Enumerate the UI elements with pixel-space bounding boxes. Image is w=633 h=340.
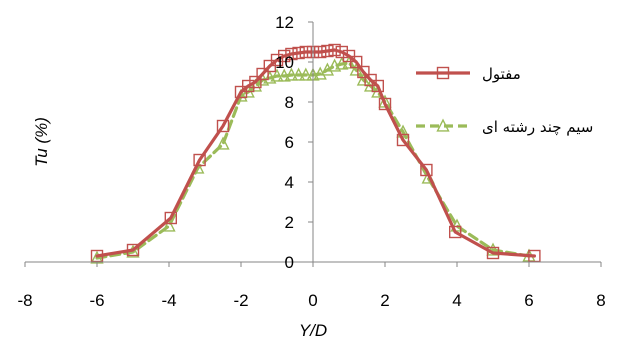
data-point-square xyxy=(420,163,433,177)
y-axis-title: Tu (%) xyxy=(32,117,51,167)
legend-item-2: سیم چند رشته ای xyxy=(416,118,593,136)
data-point-triangle xyxy=(216,136,230,150)
data-point-square xyxy=(357,65,370,79)
x-tick-label: 6 xyxy=(524,291,533,310)
x-tick-label: -6 xyxy=(89,291,104,310)
data-point-square xyxy=(278,49,291,63)
data-point-square xyxy=(328,43,341,57)
data-point-triangle xyxy=(349,62,363,76)
data-point-triangle xyxy=(342,55,356,69)
legend-square-marker xyxy=(436,66,450,80)
x-tick-label: 0 xyxy=(308,291,317,310)
y-tick-label: 2 xyxy=(285,213,294,232)
legend-label: مفتول xyxy=(482,65,521,83)
data-point-triangle xyxy=(277,68,291,82)
data-point-triangle xyxy=(162,218,176,232)
data-point-triangle xyxy=(335,56,349,70)
legend-triangle-marker xyxy=(436,118,450,132)
data-point-square xyxy=(486,246,500,260)
data-point-square xyxy=(321,44,334,58)
x-axis-title: Y/D xyxy=(299,321,327,340)
data-point-square xyxy=(449,225,462,239)
y-tick-label: 12 xyxy=(275,13,294,32)
data-point-square xyxy=(285,47,298,61)
y-tick-label: 10 xyxy=(275,53,294,72)
data-point-triangle xyxy=(486,242,500,256)
data-point-square xyxy=(164,211,178,225)
y-tick-label: 8 xyxy=(285,93,294,112)
legend: مفتول سیم چند رشته ای xyxy=(416,65,593,136)
data-point-square xyxy=(299,45,312,59)
data-point-triangle xyxy=(284,67,299,81)
data-point-triangle xyxy=(299,67,313,81)
data-point-square xyxy=(256,67,269,81)
data-point-square xyxy=(378,97,392,111)
y-tick-label: 6 xyxy=(285,133,294,152)
data-point-square xyxy=(371,79,384,93)
x-tick-label: 4 xyxy=(452,291,461,310)
data-point-square xyxy=(314,45,327,59)
data-point-square xyxy=(350,55,363,69)
data-point-square xyxy=(335,45,348,59)
x-tick-label: 2 xyxy=(380,291,389,310)
x-tick-label: -4 xyxy=(161,291,176,310)
legend-item-1: مفتول xyxy=(416,65,521,83)
series-line xyxy=(95,48,536,258)
data-point-square xyxy=(292,46,305,60)
y-tick-label: 4 xyxy=(285,173,294,192)
data-point-triangle xyxy=(291,67,306,81)
data-point-square xyxy=(126,243,140,257)
data-point-square xyxy=(270,53,284,67)
data-point-triangle xyxy=(270,68,284,82)
x-tick-label: 8 xyxy=(596,291,605,310)
data-point-triangle xyxy=(356,72,371,86)
data-point-square xyxy=(249,75,262,89)
legend-label: سیم چند رشته ای xyxy=(482,118,593,136)
data-point-square xyxy=(216,119,230,133)
data-point-square xyxy=(193,153,206,167)
y-tick-label: 0 xyxy=(285,253,294,272)
data-point-triangle xyxy=(450,218,464,232)
data-point-square xyxy=(241,79,255,93)
x-tick-label: -2 xyxy=(233,291,248,310)
x-tick-label: -8 xyxy=(17,291,32,310)
data-point-square xyxy=(396,133,410,147)
